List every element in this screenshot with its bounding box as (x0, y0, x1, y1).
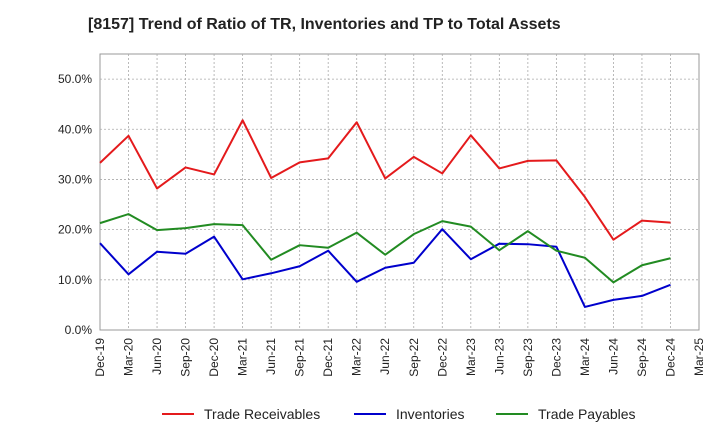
y-tick-label: 50.0% (58, 72, 92, 86)
chart-title: [8157] Trend of Ratio of TR, Inventories… (88, 16, 561, 33)
series-line-trade-receivables (99, 119, 671, 241)
x-tick-label: Mar-22 (350, 338, 364, 376)
x-tick-label: Mar-20 (122, 338, 136, 376)
x-tick-label: Jun-23 (492, 338, 506, 375)
x-tick-label: Jun-22 (378, 338, 392, 375)
x-tick-label: Mar-23 (464, 338, 478, 376)
legend-label: Trade Receivables (204, 406, 320, 422)
x-tick-label: Mar-25 (692, 338, 706, 376)
x-tick-label: Jun-24 (606, 338, 620, 375)
x-tick-label: Sep-21 (293, 338, 307, 377)
x-tick-label: Dec-22 (435, 338, 449, 377)
x-tick-label: Dec-23 (549, 338, 563, 377)
y-tick-label: 10.0% (58, 273, 92, 287)
x-tick-label: Sep-20 (179, 338, 193, 377)
x-tick-label: Dec-19 (93, 338, 107, 377)
series-line-trade-payables (99, 213, 671, 284)
y-tick-label: 0.0% (65, 323, 93, 337)
x-tick-label: Jun-21 (264, 338, 278, 375)
plot-area (99, 53, 700, 331)
y-tick-label: 20.0% (58, 223, 92, 237)
x-tick-label: Dec-21 (321, 338, 335, 377)
x-tick-label: Dec-24 (663, 338, 677, 377)
series-line-inventories (99, 228, 671, 308)
y-tick-label: 30.0% (58, 172, 92, 186)
x-tick-label: Mar-24 (578, 338, 592, 376)
legend-label: Inventories (396, 406, 464, 422)
x-tick-label: Jun-20 (150, 338, 164, 375)
x-tick-label: Sep-22 (407, 338, 421, 377)
y-tick-label: 40.0% (58, 122, 92, 136)
x-tick-label: Mar-21 (236, 338, 250, 376)
legend-label: Trade Payables (538, 406, 636, 422)
x-tick-label: Dec-20 (207, 338, 221, 377)
x-tick-label: Sep-23 (521, 338, 535, 377)
x-tick-label: Sep-24 (635, 338, 649, 377)
